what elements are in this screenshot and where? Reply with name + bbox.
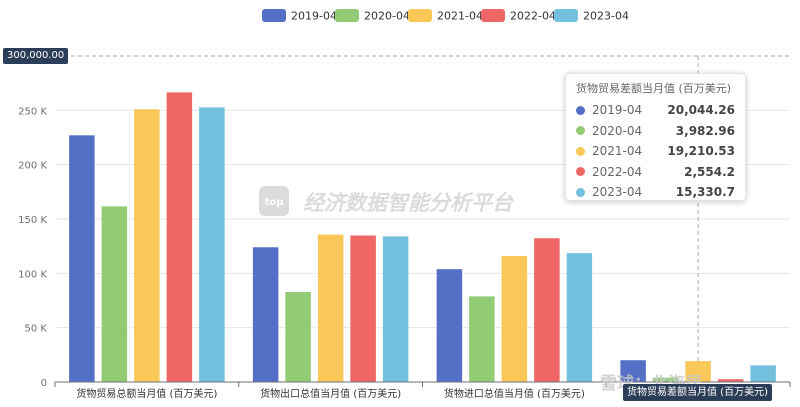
legend-swatch <box>262 9 286 22</box>
y-tick-label: 100 K <box>18 269 47 280</box>
tooltip-series-name: 2020-04 <box>592 123 643 138</box>
tooltip-series-name: 2023-04 <box>592 185 643 200</box>
legend-item-2023-04[interactable]: 2023-04 <box>554 9 629 23</box>
legend-label: 2019-04 <box>291 10 337 23</box>
legend-label: 2022-04 <box>510 10 556 23</box>
bar-2023-04[interactable] <box>566 253 593 382</box>
y-tick-label: 50 K <box>25 324 48 335</box>
tooltip: 货物贸易差额当月值 (百万美元) 2019-04 20,044.26 2020-04… <box>565 73 746 201</box>
tooltip-row: 2021-04 19,210.53 <box>576 141 735 162</box>
tooltip-row: 2019-04 20,044.26 <box>576 100 735 121</box>
bar-2023-04[interactable] <box>199 107 225 383</box>
bar-2021-04[interactable] <box>317 234 344 382</box>
bar-2019-04[interactable] <box>252 247 279 382</box>
legend-swatch <box>481 9 505 22</box>
tooltip-series-name: 2019-04 <box>592 103 643 118</box>
legend-swatch <box>408 9 432 22</box>
bar-2020-04[interactable] <box>469 296 495 382</box>
tooltip-title: 货物贸易差额当月值 (百万美元) <box>576 82 732 95</box>
tooltip-dot-icon <box>576 105 585 115</box>
tooltip-dot-icon <box>576 146 585 156</box>
legend-item-2020-04[interactable]: 2020-04 <box>335 9 410 23</box>
legend: 2019-04 2020-04 2021-04 2022-04 2023-04 <box>262 9 629 23</box>
legend-item-2022-04[interactable]: 2022-04 <box>481 9 556 23</box>
bar-2021-04[interactable] <box>685 361 711 382</box>
tooltip-dot-icon <box>576 126 585 136</box>
bar-2019-04[interactable] <box>620 360 646 382</box>
x-tick-label: 货物贸易总额当月值 (百万美元) <box>76 387 217 400</box>
legend-label: 2023-04 <box>583 10 629 23</box>
y-axis-pointer-label: 300,000.00 <box>3 48 69 64</box>
tooltip-value: 2,554.2 <box>684 164 735 179</box>
bar-2020-04[interactable] <box>285 292 311 382</box>
y-tick-label: 150 K <box>18 215 47 226</box>
tooltip-series-name: 2022-04 <box>592 164 643 179</box>
x-tick-label: 货物进口总值当月值 (百万美元) <box>444 387 585 400</box>
tooltip-dot-icon <box>576 167 585 177</box>
bar-2021-04[interactable] <box>501 255 528 382</box>
bar-2022-04[interactable] <box>166 92 193 383</box>
x-axis-pointer-label: 货物贸易差额当月值 (百万美元) <box>623 384 772 401</box>
watermark-logo-icon <box>259 186 289 216</box>
watermark-logo-text: top <box>265 197 284 208</box>
bar-2022-04[interactable] <box>717 379 744 382</box>
tooltip-row: 2020-04 3,982.96 <box>576 121 735 142</box>
bar-2023-04[interactable] <box>750 365 776 382</box>
bar-2019-04[interactable] <box>436 269 463 382</box>
bar-2023-04[interactable] <box>382 236 409 382</box>
y-tick-label: 250 K <box>18 106 47 117</box>
y-tick-label: 0 <box>41 378 47 389</box>
tooltip-value: 20,044.26 <box>667 103 735 118</box>
bar-2019-04[interactable] <box>69 135 95 382</box>
legend-swatch <box>554 9 578 22</box>
tooltip-dot-icon <box>576 187 585 197</box>
legend-swatch <box>335 9 359 22</box>
legend-label: 2021-04 <box>437 10 483 23</box>
tooltip-series-name: 2021-04 <box>592 144 643 159</box>
legend-item-2021-04[interactable]: 2021-04 <box>408 9 483 23</box>
tooltip-row: 2022-04 2,554.2 <box>576 162 735 183</box>
legend-label: 2020-04 <box>364 10 410 23</box>
legend-item-2019-04[interactable]: 2019-04 <box>262 9 337 23</box>
tooltip-row: 2023-04 15,330.7 <box>576 182 735 203</box>
x-tick-label: 货物出口总值当月值 (百万美元) <box>260 387 401 400</box>
bar-2021-04[interactable] <box>134 109 160 382</box>
watermark: top 经济数据智能分析平台 <box>259 186 515 216</box>
tooltip-value: 15,330.7 <box>675 185 735 200</box>
bar-2022-04[interactable] <box>534 238 560 382</box>
y-tick-label: 200 K <box>18 161 47 172</box>
bar-2020-04[interactable] <box>101 206 128 382</box>
tooltip-value: 3,982.96 <box>675 123 735 138</box>
tooltip-value: 19,210.53 <box>667 144 735 159</box>
bar-2020-04[interactable] <box>652 377 679 382</box>
watermark-text: 经济数据智能分析平台 <box>303 191 515 215</box>
bar-2022-04[interactable] <box>350 235 376 382</box>
